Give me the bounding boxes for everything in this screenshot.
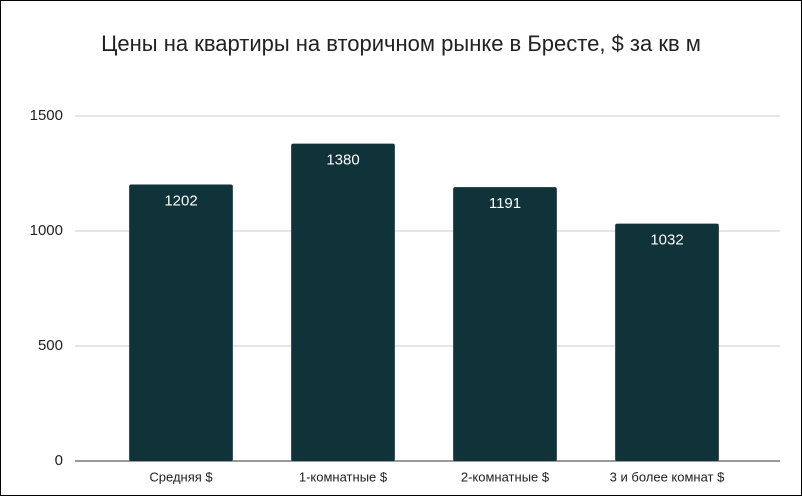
value-label: 1191 bbox=[489, 195, 521, 212]
bar bbox=[453, 187, 557, 461]
x-tick-label: 1-комнатные $ bbox=[299, 469, 388, 484]
value-label: 1032 bbox=[650, 232, 683, 249]
x-tick-label: 3 и более комнат $ bbox=[610, 469, 725, 484]
chart-title: Цены на квартиры на вторичном рынке в Бр… bbox=[101, 31, 701, 56]
y-tick-label: 0 bbox=[55, 452, 63, 469]
bar bbox=[615, 223, 719, 461]
bar bbox=[129, 184, 233, 462]
bar bbox=[291, 143, 395, 461]
y-tick-label: 1500 bbox=[30, 107, 63, 124]
y-tick-label: 1000 bbox=[30, 222, 63, 239]
y-tick-label: 500 bbox=[38, 337, 63, 354]
x-tick-label: Средняя $ bbox=[149, 469, 213, 484]
x-tick-label: 2-комнатные $ bbox=[461, 469, 550, 484]
value-label: 1380 bbox=[326, 152, 359, 169]
value-label: 1202 bbox=[164, 193, 197, 210]
